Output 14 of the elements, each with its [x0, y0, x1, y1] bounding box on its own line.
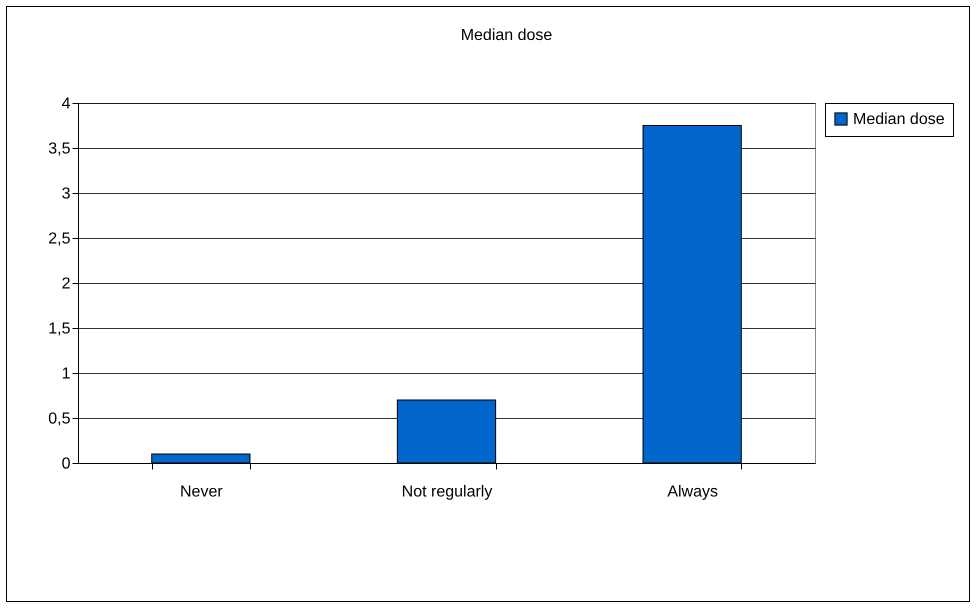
y-tick-label: 0,5 — [48, 410, 71, 428]
y-tick-label: 0 — [62, 456, 71, 472]
x-tick-label: Always — [667, 484, 718, 500]
y-tick-label: 3,5 — [48, 140, 71, 158]
y-tick-label: 3 — [62, 186, 71, 202]
chart-title: Median dose — [460, 27, 552, 44]
y-tick-label: 2 — [62, 276, 71, 292]
x-tick-label: Never — [180, 484, 224, 500]
y-tick-label: 1,5 — [48, 320, 71, 338]
y-tick-label: 4 — [62, 96, 71, 112]
y-tick-label: 1 — [62, 366, 71, 382]
y-tick-label: 2,5 — [48, 230, 71, 248]
legend-label: Median dose — [853, 111, 945, 128]
x-tick-label: Not regularly — [402, 484, 492, 500]
